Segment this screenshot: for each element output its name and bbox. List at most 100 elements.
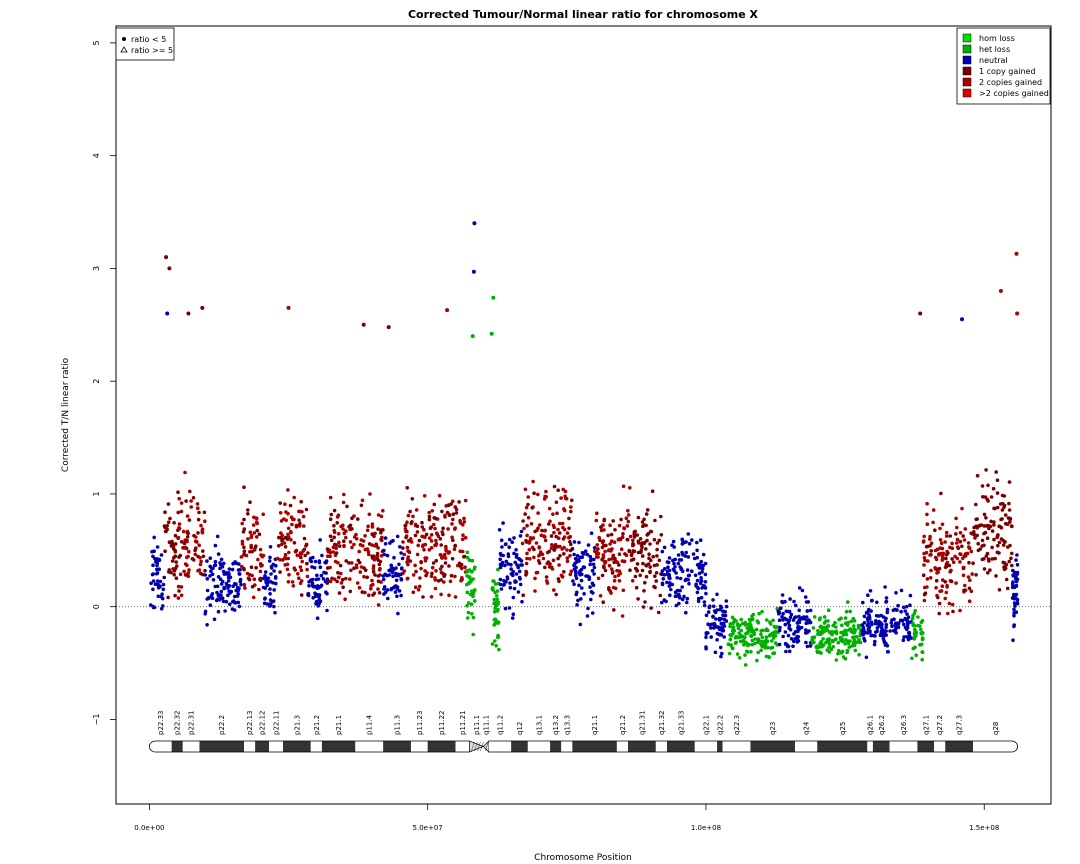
data-point: [405, 520, 409, 524]
data-point: [851, 635, 855, 640]
data-point: [958, 539, 963, 544]
data-point: [406, 513, 411, 518]
data-point: [722, 617, 727, 622]
data-point: [995, 505, 1000, 510]
data-point: [641, 561, 645, 566]
data-point: [239, 582, 243, 587]
data-point: [215, 590, 219, 595]
data-point: [184, 499, 188, 503]
data-point: [862, 614, 867, 619]
data-point: [967, 586, 972, 591]
data-point: [496, 600, 501, 605]
data-point: [453, 527, 457, 531]
data-point: [558, 544, 562, 549]
data-point: [352, 566, 356, 570]
data-point: [515, 563, 519, 567]
data-point: [770, 631, 775, 635]
data-point: [985, 536, 990, 540]
data-point: [728, 637, 733, 642]
data-point: [742, 642, 747, 646]
data-point: [874, 619, 878, 623]
data-point: [690, 569, 694, 573]
data-point: [382, 585, 387, 589]
data-point: [219, 582, 224, 586]
data-point: [420, 544, 425, 549]
data-point: [356, 558, 361, 563]
data-point: [904, 604, 909, 609]
data-point: [218, 566, 222, 571]
data-point: [634, 585, 639, 590]
data-point: [249, 565, 254, 569]
data-point-outlier: [472, 221, 477, 226]
data-point: [810, 641, 815, 645]
data-point: [268, 592, 272, 596]
data-point: [286, 526, 291, 531]
data-point: [960, 506, 964, 511]
data-point: [250, 549, 254, 554]
data-point: [962, 538, 967, 542]
data-point: [796, 639, 801, 643]
data-point: [840, 637, 844, 641]
data-point: [400, 556, 405, 561]
data-point: [803, 595, 808, 599]
data-point: [242, 582, 247, 587]
data-point: [323, 560, 327, 565]
data-point: [763, 639, 767, 644]
data-point: [348, 589, 353, 594]
data-point: [423, 556, 428, 560]
data-point: [389, 586, 394, 591]
data-point: [450, 556, 455, 561]
data-point: [598, 594, 603, 598]
data-point: [727, 651, 732, 656]
data-point: [411, 514, 415, 519]
data-point: [530, 536, 534, 541]
data-point: [812, 615, 817, 619]
data-point: [684, 550, 688, 555]
data-point: [1007, 480, 1012, 484]
ideogram-q-arm-outline: [488, 740, 1019, 753]
data-point: [500, 545, 504, 549]
data-point: [997, 540, 1002, 545]
data-point: [191, 496, 196, 500]
data-point: [156, 582, 160, 587]
data-point: [796, 635, 801, 639]
data-point: [662, 567, 667, 571]
data-point: [856, 626, 861, 630]
data-point: [967, 560, 971, 565]
data-point: [657, 558, 662, 563]
data-point: [595, 543, 599, 547]
data-point: [715, 631, 720, 636]
data-point: [846, 600, 850, 604]
data-point: [354, 565, 359, 570]
data-point: [183, 545, 188, 550]
data-point: [700, 586, 704, 590]
data-point: [219, 557, 224, 562]
data-point: [552, 525, 556, 530]
data-point: [966, 575, 971, 579]
data-point: [921, 539, 926, 543]
data-point: [787, 618, 791, 623]
data-point: [940, 551, 944, 556]
data-point: [500, 560, 505, 565]
data-point: [780, 615, 784, 619]
data-point: [557, 563, 561, 567]
data-point: [563, 489, 568, 494]
data-point: [715, 625, 719, 629]
data-point: [822, 621, 827, 625]
data-point: [159, 553, 164, 557]
data-point: [392, 555, 396, 560]
data-point: [676, 561, 681, 566]
data-point: [432, 502, 437, 507]
data-point: [306, 591, 311, 596]
data-point: [659, 514, 663, 519]
data-point: [884, 629, 888, 633]
data-point: [726, 642, 731, 646]
data-point: [792, 639, 796, 643]
data-point: [910, 617, 915, 621]
data-point: [883, 585, 887, 589]
data-point: [903, 616, 907, 621]
data-point: [251, 595, 256, 600]
data-point: [664, 599, 668, 604]
data-point: [739, 617, 743, 622]
data-point: [434, 538, 438, 543]
